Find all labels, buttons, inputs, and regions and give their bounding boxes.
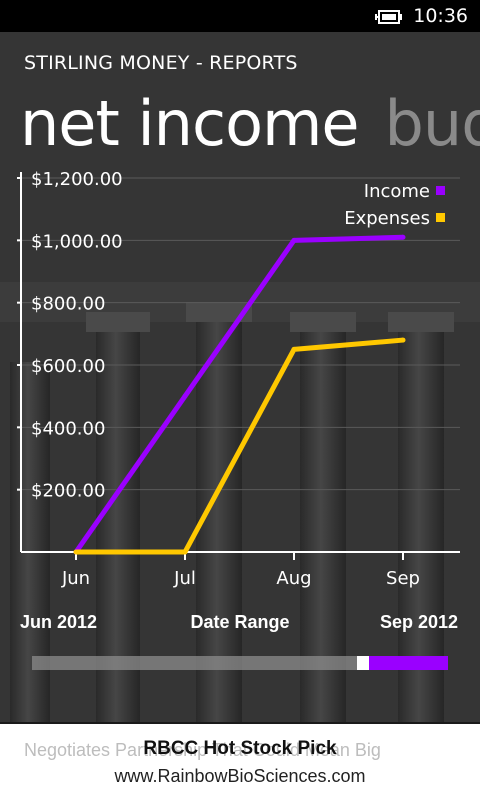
- battery-charging-icon: [375, 10, 402, 24]
- status-bar: 10:36: [0, 0, 480, 32]
- app-title: STIRLING MONEY - REPORTS: [24, 52, 298, 74]
- pivot-item-budget[interactable]: budget: [384, 87, 480, 160]
- data-point-income: [182, 393, 188, 399]
- date-range-row: Jun 2012 Date Range Sep 2012: [0, 612, 480, 640]
- ad-title[interactable]: RBCC Hot Stock Pick: [143, 738, 337, 759]
- ad-url[interactable]: www.RainbowBioSciences.com: [114, 766, 366, 786]
- y-tick-label: $1,000.00: [31, 231, 123, 252]
- series-line-expenses: [76, 337, 404, 555]
- legend-swatch-income: [436, 186, 445, 195]
- data-point-income: [291, 237, 297, 243]
- chart-series: [73, 234, 406, 555]
- slider-track[interactable]: [32, 656, 448, 670]
- background-columns-image: [0, 32, 480, 722]
- y-tick-label: $1,200.00: [31, 169, 123, 190]
- date-range-slider[interactable]: [32, 656, 448, 670]
- ad-ticker-text: Negotiates Partnership That Could Mean B…: [24, 740, 381, 760]
- status-clock: 10:36: [413, 5, 468, 27]
- x-tick-label: Jul: [173, 568, 196, 589]
- date-range-label: Date Range: [190, 612, 290, 632]
- y-tick-labels: $200.00 $400.00 $600.00 $800.00 $1,000.00 $1,…: [17, 169, 123, 502]
- slider-thumb[interactable]: [356, 656, 369, 670]
- data-point-expenses: [400, 337, 406, 343]
- x-tick-label: Sep: [386, 568, 420, 589]
- pivot-item-net-income[interactable]: net income: [20, 87, 360, 160]
- y-tick-label: $600.00: [31, 356, 105, 377]
- series-line-income: [73, 234, 404, 554]
- pivot-header: net income budget: [20, 84, 480, 164]
- x-tick-label: Jun: [61, 568, 90, 589]
- x-tick-label: Aug: [276, 568, 311, 589]
- date-range-start: Jun 2012: [20, 612, 98, 632]
- y-tick-label: $200.00: [31, 481, 105, 502]
- date-range-end: Sep 2012: [379, 612, 458, 632]
- slider-selected-range[interactable]: [368, 656, 448, 670]
- data-point-expenses: [182, 549, 188, 555]
- legend-label-expenses: Expenses: [344, 208, 430, 229]
- data-point-income: [400, 234, 406, 240]
- chart-legend: Income Expenses: [344, 181, 445, 229]
- data-point-expenses: [73, 549, 79, 555]
- y-tick-label: $400.00: [31, 418, 105, 439]
- net-income-chart: $200.00 $400.00 $600.00 $800.00 $1,000.00 $1,…: [17, 169, 460, 589]
- ad-banner[interactable]: Negotiates Partnership That Could Mean B…: [0, 722, 480, 800]
- legend-label-income: Income: [364, 181, 430, 202]
- data-point-expenses: [291, 346, 297, 352]
- chart-grid: [21, 177, 460, 491]
- y-tick-label: $800.00: [31, 294, 105, 315]
- legend-swatch-expenses: [436, 213, 445, 222]
- x-tick-labels: Jun Jul Aug Sep: [61, 552, 420, 589]
